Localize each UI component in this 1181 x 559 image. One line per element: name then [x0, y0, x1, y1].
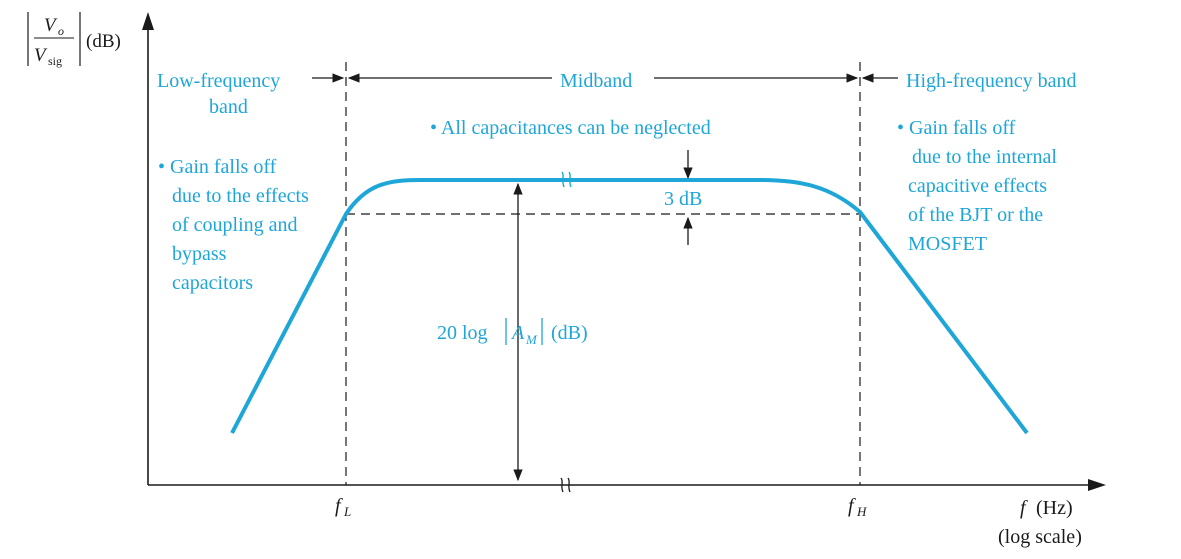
fH-label-sub: H	[856, 504, 867, 519]
response-curve	[230, 178, 1029, 435]
curve-break	[561, 171, 572, 188]
y-label-denominator-sub: sig	[48, 54, 62, 68]
midband-gain-suffix: (dB)	[551, 322, 588, 344]
fH-label: f	[848, 495, 856, 517]
x-axis-label-f: f	[1020, 497, 1028, 519]
x-axis-label-unit: (Hz)	[1036, 497, 1073, 519]
low-note-line: of coupling and	[172, 214, 298, 236]
low-note-line: due to the effects	[172, 185, 309, 207]
fL-label: f	[335, 495, 343, 517]
low-note-line: • Gain falls off	[158, 156, 277, 178]
low-note-line: capacitors	[172, 272, 253, 294]
high-note-line: • Gain falls off	[897, 117, 1016, 139]
fL-label-sub: L	[343, 504, 351, 519]
midband-gain-prefix: 20 log	[437, 322, 488, 344]
y-axis-arrowhead	[142, 12, 154, 30]
y-label-numerator: V	[44, 15, 58, 36]
mid-note: • All capacitances can be neglected	[430, 117, 711, 139]
y-label-unit: (dB)	[86, 31, 121, 52]
midband-gain-sub: M	[525, 332, 538, 347]
x-axis-scale-note: (log scale)	[998, 526, 1082, 548]
low-note-line: bypass	[172, 243, 227, 265]
y-label-numerator-sub: o	[58, 24, 64, 38]
x-axis-break	[560, 477, 571, 493]
midband-gain-label: 20 log A M (dB)	[437, 318, 588, 347]
midband-gain-A: A	[510, 322, 525, 344]
high-note-line: of the BJT or the	[908, 204, 1043, 226]
y-label-denominator: V	[34, 45, 48, 66]
y-axis-label: V o V sig (dB)	[27, 12, 121, 68]
low-band-label-line1: Low-frequency	[157, 70, 280, 92]
high-band-label: High-frequency band	[906, 70, 1077, 92]
high-note-line: due to the internal	[912, 146, 1057, 168]
three-db-label: 3 dB	[664, 188, 702, 210]
high-note-line: capacitive effects	[908, 175, 1047, 197]
high-note-line: MOSFET	[908, 233, 987, 255]
mid-band-label: Midband	[560, 70, 632, 92]
x-axis-arrowhead	[1088, 479, 1106, 491]
low-band-label-line2: band	[209, 96, 248, 118]
